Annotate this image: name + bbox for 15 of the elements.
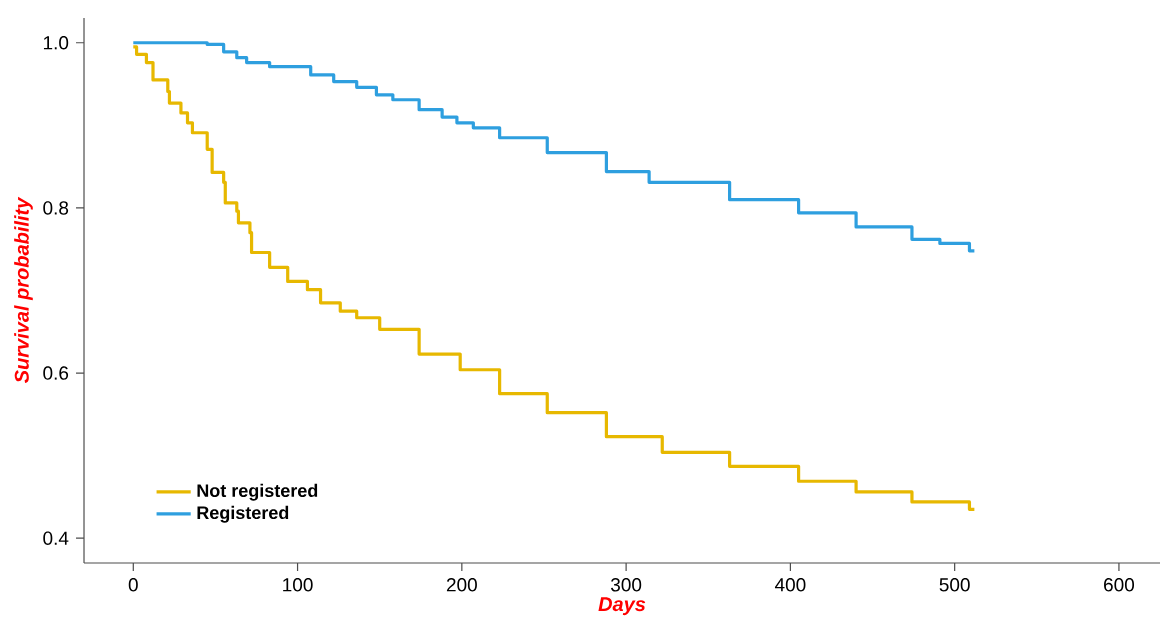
x-tick-label: 300 — [610, 578, 642, 592]
x-tick-label: 100 — [283, 578, 313, 592]
x-tick-label: 200 — [446, 578, 477, 592]
legend-label: Not registered — [197, 483, 318, 501]
y-tick-label: 0.4 — [43, 531, 69, 545]
x-tick-label: 500 — [939, 578, 970, 592]
x-tick-label: 0 — [128, 578, 138, 592]
x-tick-label: 400 — [774, 578, 806, 592]
y-tick-label: 1.0 — [43, 36, 69, 50]
y-tick-label: 0.8 — [43, 201, 69, 215]
x-axis-title: Days — [598, 597, 646, 616]
y-axis-title: Survival probability — [14, 196, 33, 384]
y-tick-label: 0.6 — [43, 366, 69, 380]
legend-label: Registered — [197, 505, 289, 523]
x-tick-label: 600 — [1104, 578, 1135, 592]
